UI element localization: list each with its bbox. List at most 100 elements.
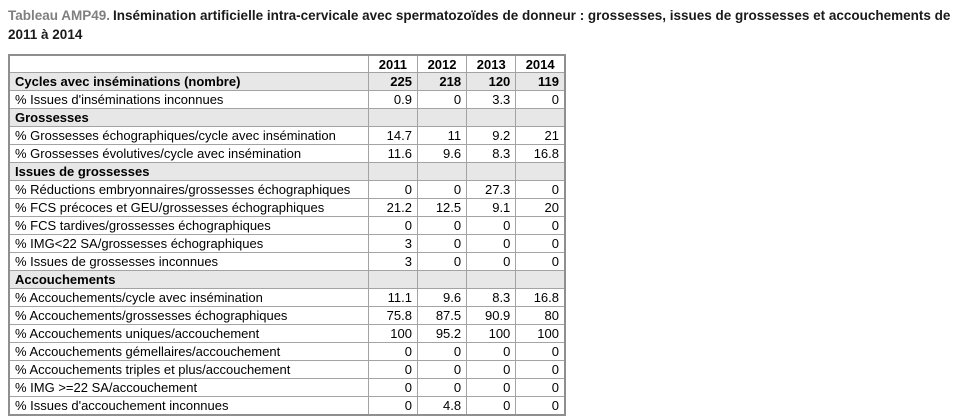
row-value: 80: [515, 306, 566, 326]
row-value: [367, 108, 418, 128]
row-value: 16.8: [515, 288, 566, 308]
row-value: 0: [515, 216, 566, 236]
row-value: 0.9: [367, 90, 418, 110]
row-label: % Accouchements gémellaires/accouchement: [8, 342, 369, 362]
table-row: % IMG<22 SA/grossesses échographiques 3 0 0…: [8, 234, 566, 254]
row-value: 0: [515, 234, 566, 254]
row-label: % Grossesses évolutives/cycle avec insém…: [8, 144, 369, 164]
row-value: 0: [466, 234, 517, 254]
row-value: 0: [416, 360, 468, 380]
row-value: 0: [367, 342, 418, 362]
row-value: 0: [416, 234, 468, 254]
table-header-row: 2011 2012 2013 2014: [8, 54, 566, 74]
table-row: Cycles avec inséminations (nombre) 225 218…: [8, 72, 566, 92]
section-row: Accouchements: [8, 270, 566, 290]
table-row: % Accouchements/cycle avec insémination 1…: [8, 288, 566, 308]
table-row: % Réductions embryonnaires/grossesses éc…: [8, 180, 566, 200]
row-value: [515, 270, 566, 290]
row-value: 0: [416, 90, 468, 110]
row-value: 0: [515, 180, 566, 200]
row-value: 0: [466, 216, 517, 236]
row-value: 4.8: [416, 396, 468, 416]
row-label: Accouchements: [8, 270, 369, 290]
row-value: 0: [515, 396, 566, 416]
table-row: % IMG >=22 SA/accouchement 0 0 0 0: [8, 378, 566, 398]
row-value: 21: [515, 126, 566, 146]
row-value: 0: [367, 360, 418, 380]
table-row: % Accouchements/grossesses échographique…: [8, 306, 566, 326]
header-year-2011: 2011: [367, 54, 418, 74]
row-value: [515, 108, 566, 128]
row-value: 0: [515, 360, 566, 380]
row-value: 75.8: [367, 306, 418, 326]
row-value: 90.9: [466, 306, 517, 326]
row-value: 0: [515, 342, 566, 362]
row-value: 9.2: [466, 126, 517, 146]
row-value: 87.5: [416, 306, 468, 326]
row-label: % Grossesses échographiques/cycle avec i…: [8, 126, 369, 146]
row-value: [515, 162, 566, 182]
section-row: Grossesses: [8, 108, 566, 128]
row-value: [466, 270, 517, 290]
row-value: 95.2: [416, 324, 468, 344]
row-value: 3.3: [466, 90, 517, 110]
row-value: 100: [515, 324, 566, 344]
row-value: 3: [367, 234, 418, 254]
header-year-2013: 2013: [466, 54, 517, 74]
table-row: % FCS précoces et GEU/grossesses échogra…: [8, 198, 566, 218]
table-row: % Grossesses échographiques/cycle avec i…: [8, 126, 566, 146]
row-label: Grossesses: [8, 108, 369, 128]
row-value: 0: [515, 252, 566, 272]
row-value: 0: [515, 90, 566, 110]
row-value: 0: [416, 342, 468, 362]
row-value: 100: [466, 324, 517, 344]
row-label: % FCS précoces et GEU/grossesses échogra…: [8, 198, 369, 218]
table-row: % Grossesses évolutives/cycle avec insém…: [8, 144, 566, 164]
header-empty-cell: [8, 54, 369, 74]
row-label: % IMG >=22 SA/accouchement: [8, 378, 369, 398]
row-label: % Réductions embryonnaires/grossesses éc…: [8, 180, 369, 200]
table-title-text: Insémination artificielle intra-cervical…: [8, 8, 951, 42]
row-value: 9.6: [416, 144, 468, 164]
row-value: [416, 108, 468, 128]
row-value: 0: [367, 396, 418, 416]
row-value: 225: [367, 72, 418, 92]
row-value: 12.5: [416, 198, 468, 218]
table-row: % Issues d'inséminations inconnues 0.9 0 3.…: [8, 90, 566, 110]
row-value: 8.3: [466, 288, 517, 308]
row-value: 0: [416, 216, 468, 236]
row-value: 0: [416, 378, 468, 398]
row-label: Issues de grossesses: [8, 162, 369, 182]
row-value: [416, 162, 468, 182]
row-value: 0: [367, 378, 418, 398]
row-value: 16.8: [515, 144, 566, 164]
row-label: % Accouchements/cycle avec insémination: [8, 288, 369, 308]
row-value: 0: [515, 378, 566, 398]
row-label: % Issues de grossesses inconnues: [8, 252, 369, 272]
row-value: 100: [367, 324, 418, 344]
row-value: 9.1: [466, 198, 517, 218]
table-row: % Accouchements triples et plus/accouche…: [8, 360, 566, 380]
row-value: 120: [466, 72, 517, 92]
row-value: [367, 270, 418, 290]
row-value: 0: [466, 252, 517, 272]
row-value: 0: [367, 180, 418, 200]
row-label: % IMG<22 SA/grossesses échographiques: [8, 234, 369, 254]
row-value: 0: [466, 360, 517, 380]
data-table: 2011 2012 2013 2014 Cycles avec insémina…: [8, 53, 566, 416]
header-year-2012: 2012: [416, 54, 468, 74]
row-label: Cycles avec inséminations (nombre): [8, 72, 369, 92]
row-value: 21.2: [367, 198, 418, 218]
row-label: % Issues d'inséminations inconnues: [8, 90, 369, 110]
row-value: [466, 162, 517, 182]
row-label: % FCS tardives/grossesses échographiques: [8, 216, 369, 236]
table-title: Tableau AMP49. Insémination artificielle …: [8, 7, 964, 45]
row-value: 11.1: [367, 288, 418, 308]
row-label: % Accouchements/grossesses échographique…: [8, 306, 369, 326]
row-value: 0: [466, 378, 517, 398]
table-body: Cycles avec inséminations (nombre) 225 21 8…: [8, 72, 566, 416]
table-row: % FCS tardives/grossesses échographiques…: [8, 216, 566, 236]
table-row: % Issues d'accouchement inconnues 0 4.8 0 0: [8, 396, 566, 416]
row-value: 119: [515, 72, 566, 92]
